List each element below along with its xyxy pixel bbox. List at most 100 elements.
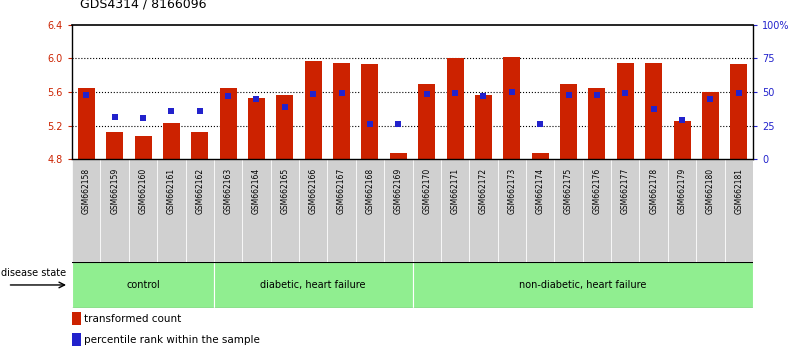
Point	[477, 93, 490, 99]
Point	[307, 91, 320, 97]
Bar	[526, 159, 554, 262]
Point	[250, 96, 263, 102]
Bar	[413, 159, 441, 262]
Bar	[163, 123, 180, 159]
Bar	[72, 159, 100, 262]
Text: GDS4314 / 8166096: GDS4314 / 8166096	[80, 0, 207, 11]
Bar	[191, 132, 208, 159]
Point	[335, 90, 348, 96]
Text: GSM662167: GSM662167	[337, 167, 346, 214]
Bar	[214, 262, 413, 308]
Point	[222, 93, 235, 99]
Text: GSM662165: GSM662165	[280, 167, 289, 214]
Point	[704, 96, 717, 102]
Bar	[100, 159, 129, 262]
Point	[392, 121, 405, 127]
Bar	[503, 57, 521, 159]
Bar	[361, 64, 378, 159]
Bar	[72, 312, 81, 325]
Text: GSM662161: GSM662161	[167, 167, 176, 213]
Bar	[157, 159, 186, 262]
Bar	[271, 159, 299, 262]
Bar	[611, 159, 639, 262]
Text: GSM662174: GSM662174	[536, 167, 545, 214]
Bar	[384, 159, 413, 262]
Text: GSM662169: GSM662169	[394, 167, 403, 214]
Bar	[554, 159, 582, 262]
Bar	[356, 159, 384, 262]
Point	[505, 89, 518, 95]
Text: GSM662159: GSM662159	[111, 167, 119, 214]
Text: diabetic, heart failure: diabetic, heart failure	[260, 280, 366, 290]
Bar	[441, 159, 469, 262]
Bar	[497, 159, 526, 262]
Text: GSM662176: GSM662176	[593, 167, 602, 214]
Text: disease state: disease state	[1, 268, 66, 279]
Point	[193, 108, 206, 113]
Point	[449, 90, 461, 96]
Point	[590, 92, 603, 97]
Text: GSM662179: GSM662179	[678, 167, 686, 214]
Point	[647, 106, 660, 112]
Text: GSM662168: GSM662168	[365, 167, 374, 213]
Text: GSM662178: GSM662178	[649, 167, 658, 213]
Bar	[135, 136, 151, 159]
Bar	[446, 58, 464, 159]
Text: GSM662173: GSM662173	[507, 167, 517, 214]
Bar	[242, 159, 271, 262]
Text: percentile rank within the sample: percentile rank within the sample	[84, 335, 260, 345]
Bar	[219, 88, 236, 159]
Bar	[589, 88, 606, 159]
Bar	[72, 262, 214, 308]
Point	[421, 91, 433, 97]
Point	[137, 115, 150, 121]
Point	[732, 90, 745, 96]
Point	[279, 104, 292, 110]
Bar	[78, 88, 95, 159]
Text: GSM662175: GSM662175	[564, 167, 573, 214]
Bar	[617, 63, 634, 159]
Bar	[696, 159, 725, 262]
Bar	[582, 159, 611, 262]
Text: non-diabetic, heart failure: non-diabetic, heart failure	[519, 280, 646, 290]
Point	[165, 108, 178, 113]
Text: GSM662160: GSM662160	[139, 167, 147, 214]
Bar	[731, 64, 747, 159]
Bar	[469, 159, 497, 262]
Bar	[532, 153, 549, 159]
Bar	[304, 61, 322, 159]
Text: GSM662164: GSM662164	[252, 167, 261, 214]
Point	[562, 92, 575, 97]
Point	[619, 90, 632, 96]
Bar	[560, 84, 577, 159]
Text: GSM662166: GSM662166	[308, 167, 318, 214]
Bar	[299, 159, 328, 262]
Bar	[413, 262, 753, 308]
Bar	[475, 95, 492, 159]
Text: GSM662162: GSM662162	[195, 167, 204, 213]
Point	[533, 121, 546, 127]
Text: GSM662172: GSM662172	[479, 167, 488, 213]
Bar	[333, 63, 350, 159]
Text: GSM662170: GSM662170	[422, 167, 431, 214]
Text: GSM662177: GSM662177	[621, 167, 630, 214]
Bar	[276, 95, 293, 159]
Bar	[725, 159, 753, 262]
Bar	[328, 159, 356, 262]
Text: GSM662180: GSM662180	[706, 167, 714, 213]
Bar	[72, 333, 81, 346]
Text: control: control	[126, 280, 160, 290]
Bar	[186, 159, 214, 262]
Bar	[702, 92, 718, 159]
Point	[364, 121, 376, 127]
Point	[675, 117, 688, 122]
Bar	[645, 63, 662, 159]
Text: transformed count: transformed count	[84, 314, 181, 324]
Point	[108, 114, 121, 120]
Text: GSM662171: GSM662171	[451, 167, 460, 213]
Bar	[639, 159, 668, 262]
Bar	[106, 132, 123, 159]
Text: GSM662163: GSM662163	[223, 167, 232, 214]
Text: GSM662158: GSM662158	[82, 167, 91, 213]
Bar	[390, 153, 407, 159]
